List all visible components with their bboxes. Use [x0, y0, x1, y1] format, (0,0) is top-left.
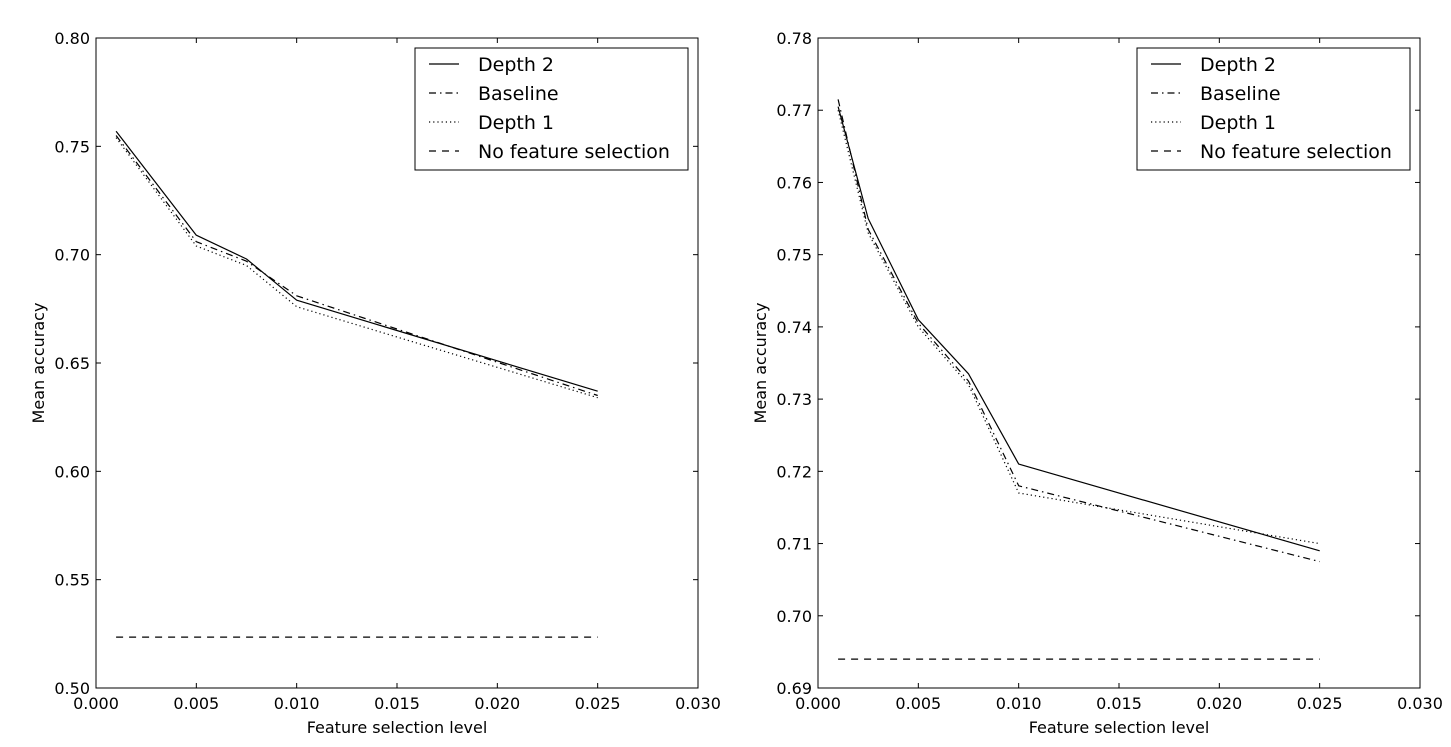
y-tick-label: 0.78	[776, 29, 812, 48]
y-tick-label: 0.55	[54, 571, 90, 590]
y-tick-label: 0.50	[54, 679, 90, 698]
y-tick-label: 0.70	[54, 246, 90, 265]
x-tick-label: 0.015	[1096, 694, 1142, 713]
chart-panel-2: 0.000 0.005 0.010 0.015 0.020 0.025 0.030 0.69 0…	[751, 29, 1443, 737]
x-tick-label: 0.010	[274, 694, 320, 713]
x-tick-label: 0.005	[173, 694, 219, 713]
x-tick-label: 0.030	[1397, 694, 1443, 713]
x-tick-label: 0.005	[895, 694, 941, 713]
y-tick-label: 0.76	[776, 173, 812, 192]
x-tick-label: 0.020	[1196, 694, 1242, 713]
y-tick-label: 0.65	[54, 354, 90, 373]
legend: Depth 2 Baseline Depth 1 No feature selecti…	[414, 47, 689, 171]
x-tick-label: 0.015	[374, 694, 420, 713]
y-tick-label: 0.60	[54, 462, 90, 481]
y-axis-label: Mean accuracy	[751, 303, 770, 424]
legend-label: No feature selection	[478, 141, 670, 163]
x-axis-label: Feature selection level	[307, 718, 488, 737]
y-tick-label: 0.72	[776, 462, 812, 481]
series-line-baseline	[115, 135, 598, 397]
legend-label: No feature selection	[1200, 141, 1392, 163]
legend-label: Depth 2	[478, 54, 554, 76]
series-line-baseline	[837, 99, 1320, 563]
x-axis-label: Feature selection level	[1029, 718, 1210, 737]
legend-label: Baseline	[478, 83, 559, 105]
legend-box	[1136, 47, 1411, 171]
series-line-depth-2	[837, 106, 1320, 552]
y-tick-label: 0.75	[776, 246, 812, 265]
x-tick-label: 0.025	[575, 694, 621, 713]
x-tick-label: 0.020	[474, 694, 520, 713]
y-tick-label: 0.73	[776, 390, 812, 409]
x-tick-label: 0.030	[675, 694, 721, 713]
x-tick-label: 0.010	[996, 694, 1042, 713]
y-tick-label: 0.77	[776, 101, 812, 120]
series-line-depth-1	[837, 110, 1320, 545]
legend-box	[414, 47, 689, 171]
y-tick-label: 0.80	[54, 29, 90, 48]
y-tick-label: 0.70	[776, 607, 812, 626]
legend-label: Depth 1	[1200, 112, 1276, 134]
y-tick-label: 0.74	[776, 318, 812, 337]
series-line-depth-1	[115, 137, 598, 399]
legend-label: Baseline	[1200, 83, 1281, 105]
y-tick-label: 0.71	[776, 535, 812, 554]
x-tick-label: 0.000	[73, 694, 119, 713]
y-tick-label: 0.75	[54, 137, 90, 156]
y-axis-label: Mean accuracy	[29, 303, 48, 424]
x-tick-label: 0.025	[1297, 694, 1343, 713]
chart-panel-1: 0.000 0.005 0.010 0.015 0.020 0.025 0.030 0.50 0…	[29, 29, 721, 737]
legend-label: Depth 2	[1200, 54, 1276, 76]
legend: Depth 2 Baseline Depth 1 No feature selecti…	[1136, 47, 1411, 171]
series-line-depth-2	[115, 130, 598, 392]
x-tick-label: 0.000	[795, 694, 841, 713]
y-tick-label: 0.69	[776, 679, 812, 698]
legend-label: Depth 1	[478, 112, 554, 134]
